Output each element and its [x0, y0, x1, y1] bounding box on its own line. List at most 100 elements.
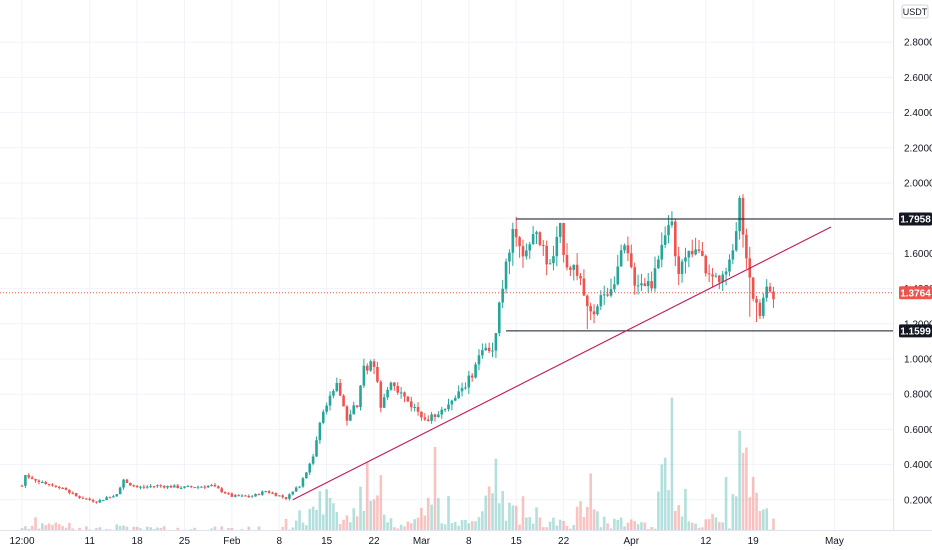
- candle-body[interactable]: [501, 288, 504, 303]
- candle-body[interactable]: [470, 375, 474, 378]
- candle-body[interactable]: [484, 347, 488, 351]
- candle-body[interactable]: [579, 275, 582, 279]
- candle-body[interactable]: [745, 234, 748, 259]
- candle-body[interactable]: [707, 273, 711, 275]
- candle-body[interactable]: [220, 488, 224, 493]
- candle-body[interactable]: [481, 350, 484, 356]
- candle-body[interactable]: [98, 500, 102, 503]
- candle-body[interactable]: [751, 277, 755, 299]
- candle-body[interactable]: [176, 485, 180, 488]
- candle-body[interactable]: [589, 306, 592, 312]
- candle-body[interactable]: [125, 479, 129, 483]
- candle-body[interactable]: [409, 401, 413, 408]
- candle-body[interactable]: [342, 395, 345, 407]
- candle-body[interactable]: [667, 225, 670, 236]
- candle-body[interactable]: [663, 235, 667, 245]
- candle-body[interactable]: [440, 409, 444, 415]
- candle-body[interactable]: [203, 486, 207, 488]
- candle-body[interactable]: [54, 485, 58, 487]
- candle-body[interactable]: [596, 306, 599, 315]
- candle-body[interactable]: [734, 231, 738, 251]
- candle-body[interactable]: [186, 486, 190, 488]
- candle-body[interactable]: [657, 259, 660, 269]
- candle-body[interactable]: [545, 245, 548, 265]
- candle-body[interactable]: [677, 256, 680, 275]
- candle-body[interactable]: [572, 264, 576, 270]
- candle-body[interactable]: [690, 250, 694, 255]
- drawn-lines[interactable]: [0, 218, 893, 501]
- candle-body[interactable]: [477, 355, 481, 365]
- candle-body[interactable]: [223, 492, 227, 494]
- candle-body[interactable]: [129, 482, 132, 486]
- candle-body[interactable]: [145, 486, 149, 488]
- candle-body[interactable]: [315, 440, 318, 457]
- candle-body[interactable]: [166, 485, 169, 488]
- candle-body[interactable]: [447, 404, 450, 410]
- candle-body[interactable]: [95, 501, 98, 503]
- candle-body[interactable]: [179, 487, 183, 489]
- candle-body[interactable]: [599, 295, 603, 307]
- candle-body[interactable]: [108, 497, 112, 499]
- candle-body[interactable]: [369, 361, 372, 371]
- candle-body[interactable]: [88, 498, 91, 500]
- candle-body[interactable]: [264, 491, 268, 493]
- candle-body[interactable]: [227, 493, 230, 495]
- candle-body[interactable]: [426, 419, 430, 421]
- candle-body[interactable]: [159, 485, 163, 487]
- candle-body[interactable]: [359, 385, 362, 408]
- candle-body[interactable]: [731, 250, 735, 260]
- candle-body[interactable]: [582, 278, 586, 296]
- candle-body[interactable]: [196, 486, 200, 488]
- candle-body[interactable]: [433, 414, 437, 418]
- candle-body[interactable]: [538, 232, 542, 246]
- candle-body[interactable]: [30, 477, 34, 479]
- candle-body[interactable]: [491, 350, 494, 352]
- candle-body[interactable]: [765, 286, 768, 298]
- candle-body[interactable]: [267, 491, 271, 493]
- candle-body[interactable]: [233, 495, 237, 497]
- candle-body[interactable]: [284, 497, 288, 499]
- candle-body[interactable]: [27, 475, 31, 478]
- candle-body[interactable]: [244, 495, 247, 497]
- candle-body[interactable]: [562, 222, 565, 255]
- candle-body[interactable]: [105, 497, 108, 500]
- candle-body[interactable]: [457, 391, 460, 399]
- candle-body[interactable]: [653, 268, 657, 289]
- candle-body[interactable]: [386, 389, 389, 398]
- candle-body[interactable]: [305, 472, 308, 479]
- candle-body[interactable]: [738, 197, 741, 232]
- candle-body[interactable]: [288, 494, 291, 499]
- candle-body[interactable]: [636, 285, 640, 287]
- candle-body[interactable]: [718, 275, 721, 283]
- candlesticks[interactable]: [20, 194, 775, 504]
- candle-body[interactable]: [142, 486, 146, 488]
- candle-body[interactable]: [609, 289, 613, 296]
- candle-body[interactable]: [376, 366, 379, 382]
- candle-body[interactable]: [101, 499, 105, 501]
- candle-body[interactable]: [81, 497, 85, 499]
- candle-body[interactable]: [535, 232, 538, 235]
- candle-body[interactable]: [332, 390, 335, 396]
- candle-body[interactable]: [694, 249, 697, 255]
- ascending-trendline[interactable]: [292, 226, 832, 501]
- candle-body[interactable]: [311, 456, 315, 464]
- candle-body[interactable]: [321, 411, 325, 423]
- candle-body[interactable]: [670, 221, 674, 226]
- candle-body[interactable]: [237, 495, 240, 497]
- candle-body[interactable]: [437, 414, 440, 418]
- candle-body[interactable]: [210, 484, 213, 486]
- candle-body[interactable]: [416, 407, 420, 412]
- candle-body[interactable]: [91, 499, 95, 502]
- candle-body[interactable]: [711, 274, 714, 277]
- candle-body[interactable]: [24, 475, 27, 486]
- candle-body[interactable]: [531, 234, 535, 245]
- candle-body[interactable]: [575, 264, 579, 276]
- candle-body[interactable]: [71, 492, 75, 494]
- candle-body[interactable]: [674, 221, 677, 257]
- candle-body[interactable]: [555, 236, 559, 257]
- candle-body[interactable]: [156, 485, 159, 487]
- candle-body[interactable]: [261, 491, 264, 495]
- candle-body[interactable]: [721, 274, 724, 283]
- candle-body[interactable]: [349, 414, 352, 421]
